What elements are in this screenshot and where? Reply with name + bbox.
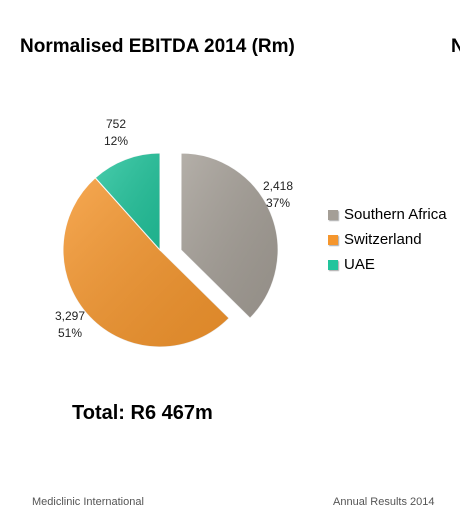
pie-slice-shading — [181, 153, 278, 319]
legend-label: Switzerland — [344, 231, 422, 248]
footer-report-name: Annual Results 2014 — [333, 496, 435, 508]
data-label-percent-switzerland: 51% — [58, 326, 82, 340]
total-label: Total: R6 467m — [72, 402, 213, 424]
chart-legend: Southern Africa Switzerland UAE — [328, 202, 447, 277]
data-label-value-southern-africa: 2,418 — [263, 179, 293, 193]
footer-company: Mediclinic International — [32, 496, 144, 508]
legend-label: Southern Africa — [344, 206, 447, 223]
legend-item-southern-africa: Southern Africa — [328, 202, 447, 227]
legend-swatch — [328, 234, 338, 245]
legend-swatch — [328, 209, 338, 220]
pie-slice-shading — [95, 153, 160, 250]
pie-slice-shading — [63, 177, 230, 347]
legend-label: UAE — [344, 256, 375, 273]
legend-swatch — [328, 259, 338, 270]
clipped-title-glyph: N — [451, 36, 460, 57]
data-label-value-switzerland: 3,297 — [55, 309, 85, 323]
data-label-value-uae: 752 — [106, 117, 126, 131]
data-label-percent-southern-africa: 37% — [266, 196, 290, 210]
data-label-percent-uae: 12% — [104, 134, 128, 148]
chart-title: Normalised EBITDA 2014 (Rm) — [20, 36, 295, 57]
legend-item-switzerland: Switzerland — [328, 227, 447, 252]
legend-item-uae: UAE — [328, 252, 447, 277]
